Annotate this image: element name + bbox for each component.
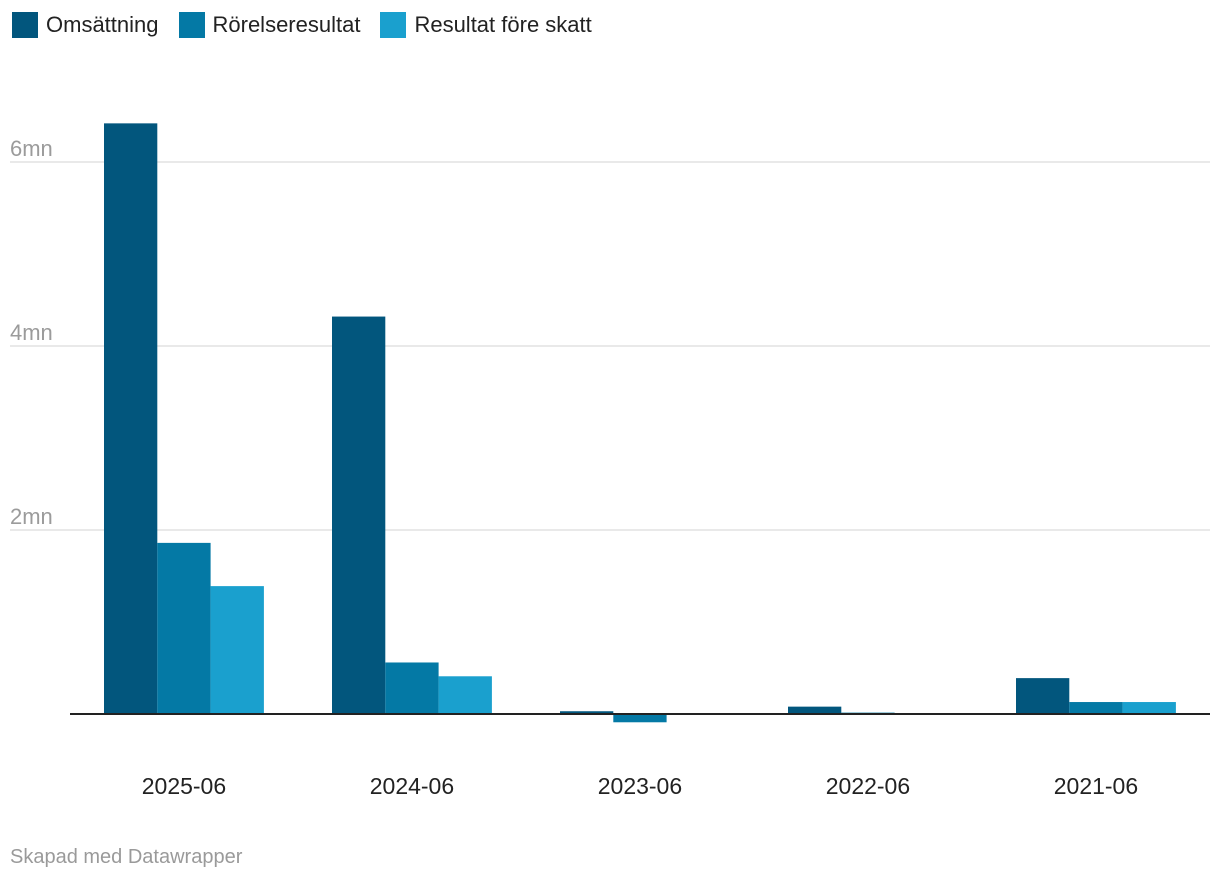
bar-oms-ttning-2023-06 (560, 711, 614, 714)
bar-resultat-f-re-skatt-2021-06 (1122, 702, 1176, 714)
bar-oms-ttning-2021-06 (1016, 678, 1070, 714)
legend-label: Rörelseresultat (212, 12, 361, 37)
x-tick-label: 2025-06 (142, 773, 226, 799)
legend: Omsättning Rörelseresultat Resultat före… (12, 12, 592, 38)
bar-resultat-f-re-skatt-2024-06 (438, 676, 492, 714)
bar-r-relseresultat-2021-06 (1069, 702, 1123, 714)
y-tick-label: 4mn (10, 320, 53, 345)
legend-item-resultat-fore-skatt: Resultat före skatt (380, 12, 592, 38)
gridlines (10, 161, 1210, 531)
y-tick-label: 2mn (10, 504, 53, 529)
bar-oms-ttning-2025-06 (104, 123, 158, 715)
x-tick-label: 2021-06 (1054, 773, 1138, 799)
bar-r-relseresultat-2025-06 (157, 542, 211, 714)
bar-r-relseresultat-2023-06 (613, 714, 667, 723)
x-tick-label: 2024-06 (370, 773, 454, 799)
credit-text: Skapad med Datawrapper (10, 846, 243, 868)
bar-oms-ttning-2022-06 (788, 706, 842, 714)
y-tick-label: 6mn (10, 136, 53, 161)
x-tick-label: 2022-06 (826, 773, 910, 799)
bars (104, 123, 1176, 723)
legend-item-omsattning: Omsättning (12, 12, 159, 38)
axes: 2mn 4mn 6mn 2025-06 2024-06 2023-06 2022-06 202… (10, 136, 1210, 799)
legend-swatch (380, 12, 407, 38)
bar-resultat-f-re-skatt-2025-06 (210, 586, 264, 714)
legend-label: Omsättning (46, 12, 159, 37)
legend-label: Resultat före skatt (414, 12, 592, 37)
legend-item-rorelseresultat: Rörelseresultat (178, 12, 361, 38)
x-tick-label: 2023-06 (598, 773, 682, 799)
legend-swatch (178, 12, 205, 38)
bar-r-relseresultat-2024-06 (385, 662, 439, 714)
bar-oms-ttning-2024-06 (332, 316, 386, 714)
legend-swatch (12, 12, 38, 38)
